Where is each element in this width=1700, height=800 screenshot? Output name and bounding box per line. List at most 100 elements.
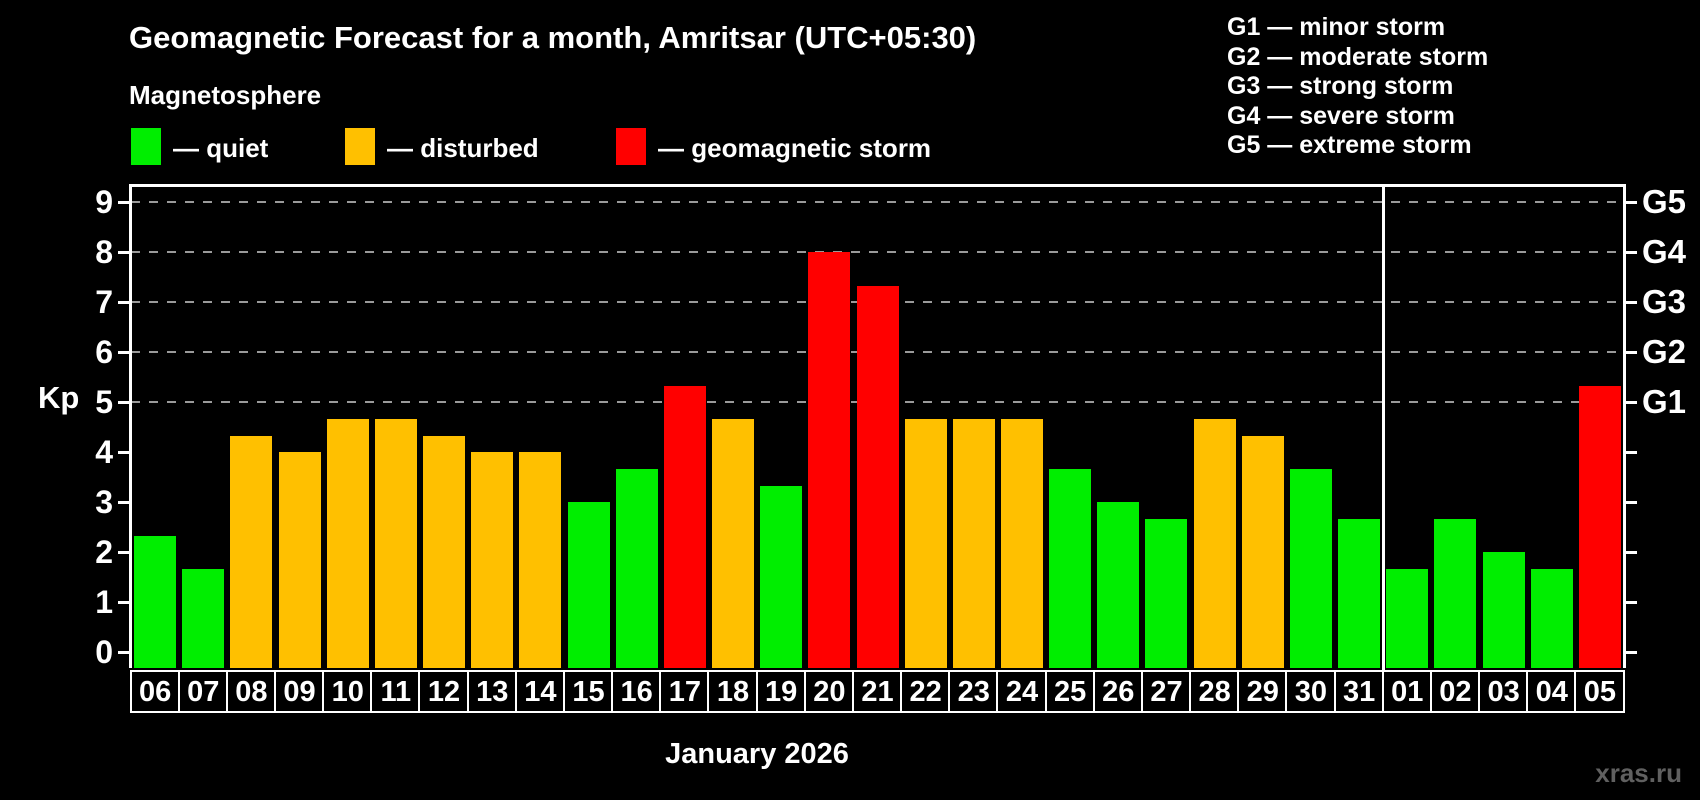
day-label-10: 10 <box>322 670 374 713</box>
y-axis-tick-right-8 <box>1625 251 1637 254</box>
kp-bar-day-08 <box>230 435 273 668</box>
kp-bar-day-27 <box>1145 518 1188 668</box>
g-level-label-g4: G4 <box>1642 233 1687 270</box>
kp-bar-day-04 <box>1530 568 1573 668</box>
day-label-29: 29 <box>1237 670 1289 713</box>
day-label-11: 11 <box>370 670 422 713</box>
watermark: xras.ru <box>1595 758 1682 788</box>
day-label-30: 30 <box>1285 670 1337 713</box>
kp-bar-day-11 <box>374 418 417 668</box>
day-label-04: 04 <box>1526 670 1578 713</box>
kp-bar-day-19 <box>760 485 803 668</box>
g4-legend-line: G4 — severe storm <box>1227 101 1455 130</box>
g3-legend-line: G3 — strong storm <box>1227 72 1454 100</box>
y-axis-tick-left-8 <box>118 251 130 254</box>
y-tick-label-0: 0 <box>95 634 113 670</box>
kp-bar-day-20 <box>808 252 851 668</box>
gridline-kp9 <box>131 201 1624 203</box>
kp-bar-day-02 <box>1434 518 1477 668</box>
g-level-label-g1: G1 <box>1642 383 1687 420</box>
y-axis-tick-right-7 <box>1625 301 1637 304</box>
day-label-05: 05 <box>1574 670 1626 713</box>
day-label-20: 20 <box>803 670 855 713</box>
day-label-02: 02 <box>1429 670 1481 713</box>
kp-bar-day-24 <box>1000 418 1043 668</box>
kp-bar-day-12 <box>423 435 466 668</box>
quiet-legend-swatch <box>131 128 161 165</box>
y-axis-tick-left-6 <box>118 351 130 354</box>
kp-bar-day-31 <box>1338 518 1381 668</box>
y-tick-label-1: 1 <box>95 584 113 620</box>
g-level-label-g3: G3 <box>1642 283 1687 320</box>
quiet-legend-label: — quiet <box>173 133 269 163</box>
g2-legend-line: G2 — moderate storm <box>1227 42 1489 71</box>
kp-bar-day-06 <box>134 535 177 668</box>
day-label-15: 15 <box>562 670 615 713</box>
y-axis-tick-right-5 <box>1625 401 1637 404</box>
y-axis-tick-left-0 <box>118 651 130 654</box>
g5-legend-line: G5 — extreme storm <box>1227 131 1472 159</box>
kp-bar-day-17 <box>663 385 706 668</box>
y-tick-label-8: 8 <box>95 234 113 270</box>
day-label-28: 28 <box>1189 670 1241 713</box>
disturbed-legend-label: — disturbed <box>387 133 539 163</box>
day-label-09: 09 <box>273 670 326 713</box>
y-axis-tick-right-0 <box>1625 651 1637 654</box>
g-scale-legend: G1 — minor storm G2 — moderate storm G3 … <box>1227 13 1488 161</box>
x-axis-title: January 2026 <box>665 738 849 770</box>
g1-legend-line: G1 — minor storm <box>1227 13 1446 41</box>
day-label-22: 22 <box>900 670 952 713</box>
kp-bar-day-14 <box>519 452 562 668</box>
day-label-07: 07 <box>177 670 229 713</box>
day-label-23: 23 <box>948 670 1000 713</box>
day-label-12: 12 <box>418 670 470 713</box>
chart-title: Geomagnetic Forecast for a month, Amrits… <box>129 20 977 55</box>
day-label-27: 27 <box>1140 670 1193 713</box>
plot-border-right <box>1623 184 1626 668</box>
storm-legend-swatch <box>616 128 646 165</box>
kp-bar-day-28 <box>1193 418 1236 668</box>
y-tick-label-7: 7 <box>95 284 113 320</box>
kp-bar-day-07 <box>182 568 225 668</box>
y-axis-tick-right-9 <box>1625 201 1637 204</box>
kp-bar-day-29 <box>1241 435 1284 668</box>
day-label-19: 19 <box>755 670 807 713</box>
plot-border-top <box>129 184 1626 187</box>
kp-bar-day-09 <box>278 452 321 668</box>
g-level-label-g5: G5 <box>1642 183 1687 220</box>
kp-bar-day-01 <box>1386 568 1429 668</box>
day-label-18: 18 <box>707 670 759 713</box>
day-label-26: 26 <box>1092 670 1144 713</box>
month-separator-line <box>1382 184 1386 713</box>
day-label-16: 16 <box>611 670 663 713</box>
y-tick-label-5: 5 <box>95 384 113 420</box>
g-level-label-g2: G2 <box>1642 333 1687 370</box>
kp-bar-day-03 <box>1482 552 1525 668</box>
kp-bar-day-22 <box>904 418 947 668</box>
day-label-13: 13 <box>466 670 518 713</box>
y-tick-label-2: 2 <box>95 534 113 570</box>
plot-border-left <box>129 184 132 668</box>
day-label-25: 25 <box>1044 670 1096 713</box>
kp-bar-day-21 <box>856 285 899 668</box>
kp-bar-day-30 <box>1289 468 1332 668</box>
y-axis-tick-left-1 <box>118 601 130 604</box>
y-tick-label-9: 9 <box>95 184 113 220</box>
gridline-kp8 <box>131 251 1624 253</box>
kp-bar-day-10 <box>326 418 369 668</box>
y-axis-tick-left-9 <box>118 201 130 204</box>
y-axis-tick-right-6 <box>1625 351 1637 354</box>
kp-bar-day-23 <box>952 418 995 668</box>
y-axis-tick-left-5 <box>118 401 130 404</box>
y-axis-tick-right-4 <box>1625 451 1637 454</box>
y-tick-label-4: 4 <box>95 434 113 470</box>
day-label-21: 21 <box>851 670 904 713</box>
y-axis-tick-left-7 <box>118 301 130 304</box>
y-tick-label-6: 6 <box>95 334 113 370</box>
day-label-24: 24 <box>996 670 1048 713</box>
kp-bar-day-15 <box>567 502 610 668</box>
y-axis-tick-left-2 <box>118 551 130 554</box>
kp-bar-day-16 <box>615 468 658 668</box>
kp-bar-day-13 <box>471 452 514 668</box>
